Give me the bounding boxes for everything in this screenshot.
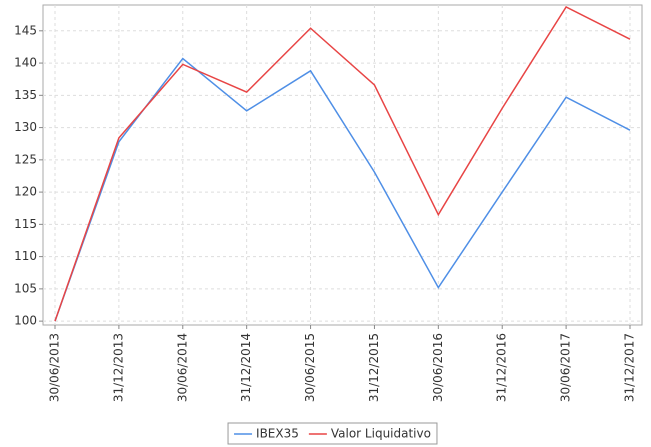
y-tick-label: 100 — [14, 314, 37, 328]
y-tick-label: 115 — [14, 217, 37, 231]
legend-box — [227, 422, 438, 445]
y-tick-label: 140 — [14, 56, 37, 70]
y-tick-label: 130 — [14, 120, 37, 134]
x-tick-label: 31/12/2013 — [111, 333, 125, 402]
legend-label: IBEX35 — [256, 427, 299, 441]
x-tick-label: 30/06/2015 — [303, 333, 317, 402]
legend: IBEX35 Valor Liquidativo — [227, 422, 438, 445]
x-tick-label: 31/12/2015 — [367, 333, 381, 402]
series-line — [54, 5, 631, 322]
y-tick-label: 110 — [14, 249, 37, 263]
legend-label: Valor Liquidativo — [331, 427, 431, 441]
x-tick-label: 30/06/2014 — [175, 333, 189, 402]
x-tick-label: 31/12/2016 — [495, 333, 509, 402]
y-tick-label: 120 — [14, 185, 37, 199]
y-tick-label: 105 — [14, 281, 37, 295]
x-tick-label: 30/06/2016 — [431, 333, 445, 402]
x-tick-label: 30/06/2013 — [48, 333, 62, 402]
y-tick-label: 125 — [14, 152, 37, 166]
y-tick-label: 145 — [14, 23, 37, 37]
y-tick-label: 135 — [14, 88, 37, 102]
plot-area — [42, 4, 643, 326]
x-tick-label: 31/12/2017 — [623, 333, 637, 402]
x-tick-label: 30/06/2017 — [559, 333, 573, 402]
x-tick-label: 31/12/2014 — [239, 333, 253, 402]
